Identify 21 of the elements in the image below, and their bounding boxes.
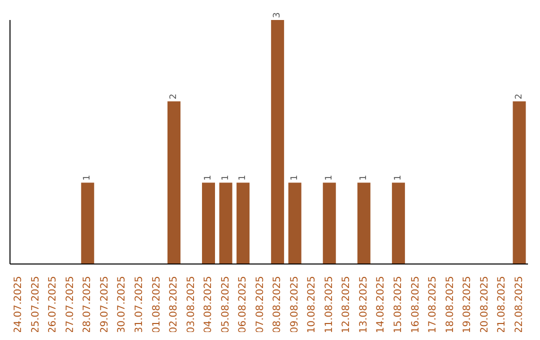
data-label: 2 <box>514 94 524 100</box>
data-label: 1 <box>204 174 214 181</box>
x-tick-label: 14.08.2025 <box>376 276 387 334</box>
x-tick-label: 10.08.2025 <box>306 276 318 334</box>
x-tick-label: 18.08.2025 <box>444 276 456 334</box>
data-label: 1 <box>82 174 93 181</box>
x-tick-label: 17.08.2025 <box>428 276 439 334</box>
x-tick-label: 13.08.2025 <box>358 276 370 334</box>
data-label: 1 <box>290 174 300 181</box>
x-tick-label: 11.08.2025 <box>324 276 335 334</box>
data-label: 1 <box>393 174 404 181</box>
data-label: 1 <box>238 174 248 181</box>
x-tick-label: 15.08.2025 <box>393 276 404 334</box>
x-tick-label: 16.08.2025 <box>410 276 422 334</box>
x-tick-label: 19.08.2025 <box>462 276 474 334</box>
data-label: 3 <box>272 12 283 18</box>
data-label: 1 <box>358 174 369 181</box>
data-label: 1 <box>324 174 334 181</box>
data-label: 2 <box>168 94 179 100</box>
x-tick-label: 12.08.2025 <box>341 276 352 334</box>
data-label: 1 <box>220 174 231 181</box>
